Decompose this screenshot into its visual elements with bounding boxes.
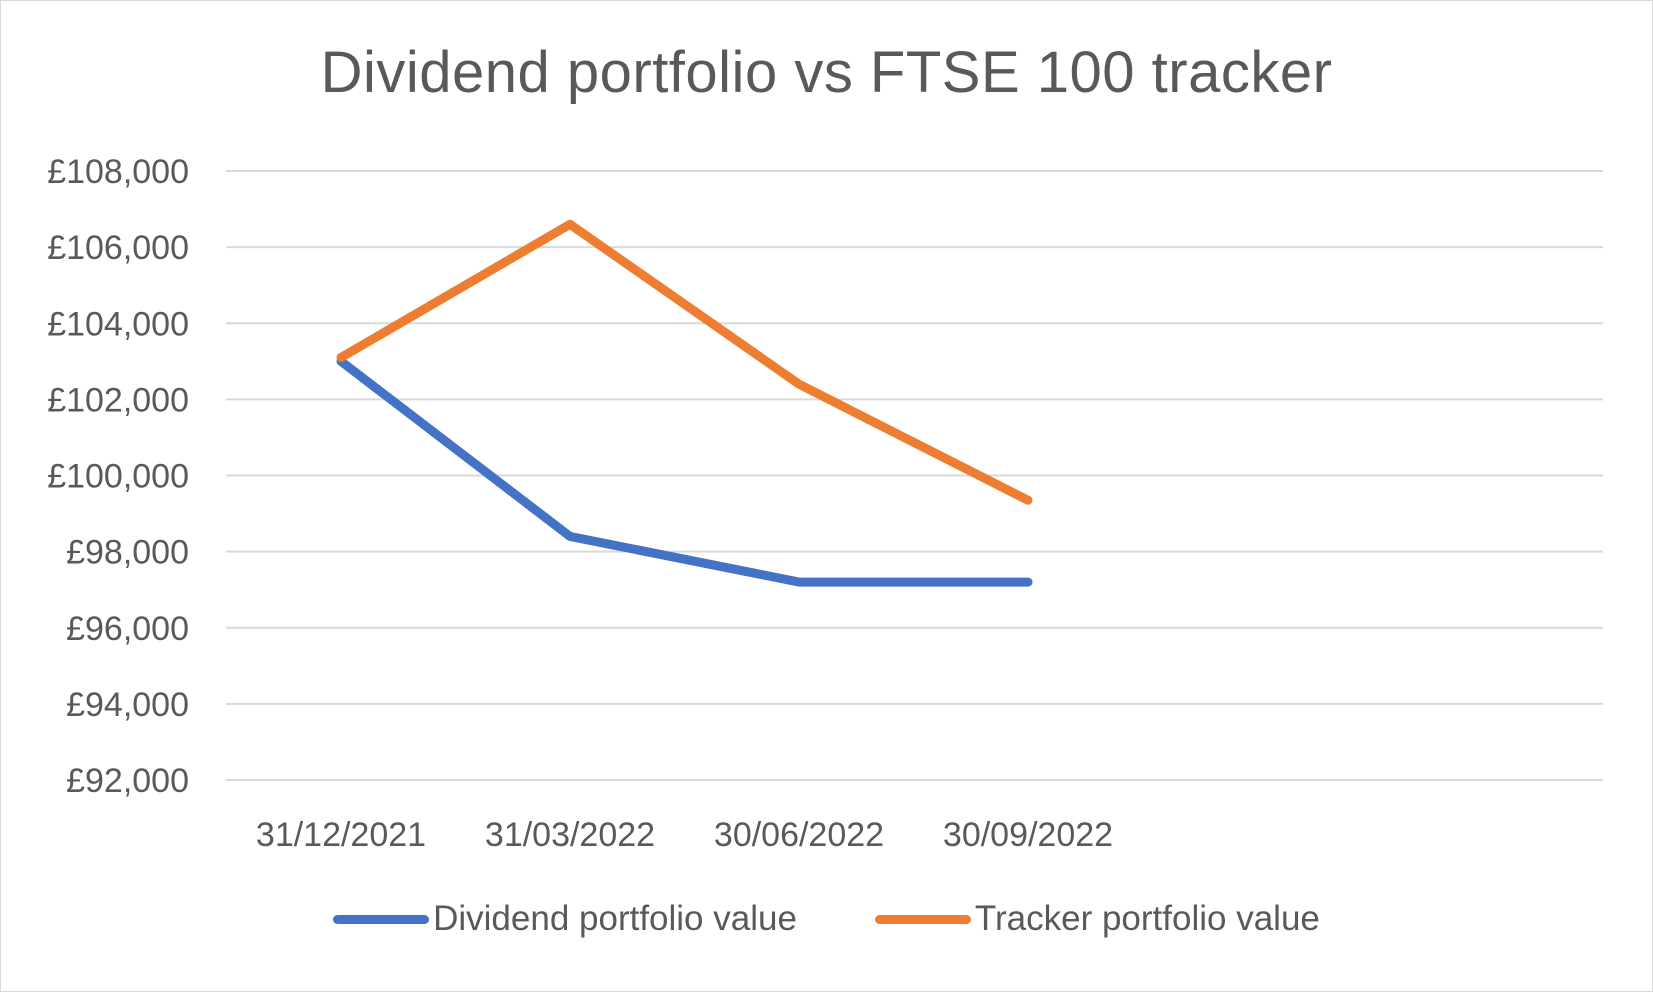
legend-swatch-dividend xyxy=(333,914,430,924)
y-tick-label: £102,000 xyxy=(47,381,189,419)
y-tick-label: £94,000 xyxy=(66,686,189,724)
y-tick-label: £104,000 xyxy=(47,305,189,343)
series-line-dividend xyxy=(336,356,1033,587)
x-tick-label: 30/06/2022 xyxy=(714,816,884,854)
gridlines xyxy=(226,170,1603,781)
legend-item-tracker: Tracker portfolio value xyxy=(874,899,1320,939)
legend-swatch-tracker xyxy=(874,914,971,924)
x-tick-label: 31/12/2021 xyxy=(256,816,426,854)
x-tick-label: 31/03/2022 xyxy=(485,816,655,854)
series-lines xyxy=(336,219,1033,587)
y-tick-label: £100,000 xyxy=(47,458,189,496)
y-tick-label: £98,000 xyxy=(66,534,189,572)
legend: Dividend portfolio value Tracker portfol… xyxy=(1,899,1652,939)
x-axis-tick-labels: 31/12/2021 31/03/2022 30/06/2022 30/09/2022 xyxy=(256,816,1113,854)
legend-item-dividend: Dividend portfolio value xyxy=(333,899,797,939)
legend-label-dividend: Dividend portfolio value xyxy=(433,899,797,938)
x-tick-label: 30/09/2022 xyxy=(943,816,1113,854)
chart-title: Dividend portfolio vs FTSE 100 tracker xyxy=(320,40,1333,105)
series-line-tracker xyxy=(336,219,1033,505)
y-tick-label: £92,000 xyxy=(66,762,189,800)
legend-label-tracker: Tracker portfolio value xyxy=(974,899,1320,938)
y-axis-tick-labels: £92,000 £94,000 £96,000 £98,000 £100,000 £102… xyxy=(47,153,189,800)
y-tick-label: £108,000 xyxy=(47,153,189,191)
y-tick-label: £106,000 xyxy=(47,229,189,267)
y-tick-label: £96,000 xyxy=(66,610,189,648)
